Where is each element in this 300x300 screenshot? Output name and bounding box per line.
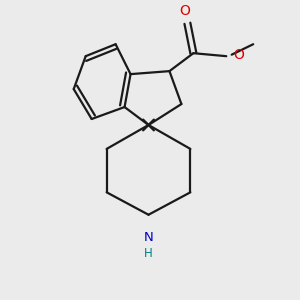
Text: O: O: [179, 4, 190, 18]
Text: O: O: [233, 48, 244, 62]
Text: N: N: [144, 231, 153, 244]
Text: H: H: [144, 247, 153, 260]
